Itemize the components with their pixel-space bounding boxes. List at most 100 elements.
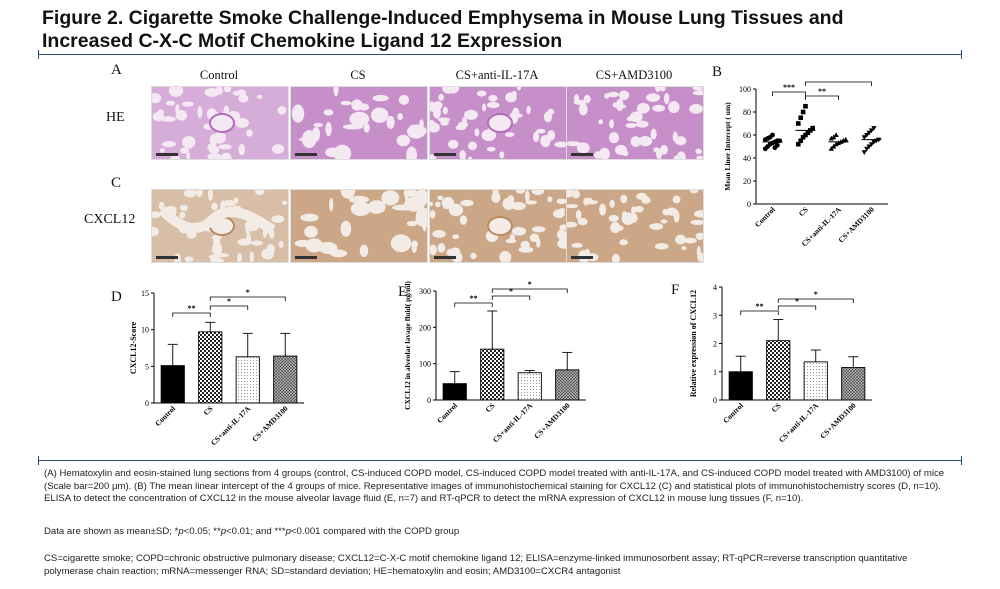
bar <box>555 369 580 401</box>
significance-bracket <box>491 288 568 293</box>
scale-bar <box>434 153 456 156</box>
caption-paragraph-1: (A) Hematoxylin and eosin-stained lung s… <box>44 468 945 504</box>
data-point <box>803 132 808 138</box>
x-category-label: Control <box>721 401 745 425</box>
bar <box>160 365 185 404</box>
x-category-label: Control <box>753 205 777 229</box>
significance-label: * <box>509 287 513 296</box>
caption-paragraph-2: Data are shown as mean±SD; *p<0.05; **p<… <box>44 526 460 537</box>
x-category-label: CS <box>797 205 810 218</box>
data-point <box>868 128 875 134</box>
micrograph-cxcl12-3 <box>429 189 567 263</box>
scale-bar <box>434 256 456 259</box>
row-label-he: HE <box>106 110 125 125</box>
y-tick-label: 5 <box>145 362 149 371</box>
column-header-anti-il17a: CS+anti-IL-17A <box>455 68 539 82</box>
significance-label: ** <box>818 87 826 96</box>
chart-e-alveolar-lavage-cxcl12: 0 100 200 300 CXCL12 in alveolar lavage flui… <box>403 280 586 445</box>
bar <box>841 367 866 401</box>
scale-bar <box>295 256 317 259</box>
x-category-label: CS <box>770 401 783 414</box>
x-category-label: CS+anti-IL-17A <box>209 404 253 448</box>
data-point <box>843 136 849 142</box>
data-point <box>833 132 839 137</box>
top-rule <box>38 50 962 59</box>
y-tick-label: 40 <box>743 154 751 163</box>
x-category-label: CS+anti-IL-17A <box>491 401 535 445</box>
significance-bracket <box>805 81 872 86</box>
significance-bracket <box>491 295 531 300</box>
chart-f-relative-expression: 0 1 2 3 4 Relative expression of CXCL12 Contro… <box>689 283 872 444</box>
x-category-label: CS+AMD3100 <box>818 401 858 441</box>
panel-label-e: E <box>398 284 408 300</box>
y-axis-label: Mean Liner Intercept ( um) <box>723 102 732 191</box>
bar <box>803 361 828 401</box>
y-axis-label: CXCL12-Score <box>129 321 138 374</box>
data-point <box>803 103 808 109</box>
significance-label: ** <box>470 294 478 303</box>
significance-bracket <box>777 305 817 310</box>
data-point <box>866 130 872 136</box>
caption-paragraph-3: CS=cigarette smoke; COPD=chronic obstruc… <box>44 553 908 577</box>
y-axis-label: Relative expression of CXCL12 <box>689 290 698 397</box>
bar <box>480 348 505 401</box>
data-point <box>864 133 870 138</box>
panel-label-b: B <box>712 64 723 80</box>
bar <box>442 383 467 401</box>
x-category-label: CS <box>484 401 497 414</box>
y-tick-label: 60 <box>743 131 751 140</box>
data-point <box>864 146 870 152</box>
y-tick-label: 0 <box>145 399 149 408</box>
micrograph-he-1 <box>151 86 289 160</box>
data-point <box>866 144 872 150</box>
y-tick-label: 200 <box>419 323 431 332</box>
x-category-label: CS+AMD3100 <box>836 205 876 245</box>
significance-bracket <box>209 296 286 301</box>
data-point <box>770 132 775 138</box>
column-header-amd3100: CS+AMD3100 <box>595 68 673 82</box>
data-point <box>777 138 783 144</box>
figure-title-line1: Figure 2. Cigarette Smoke Challenge-Indu… <box>42 7 844 29</box>
bar <box>273 355 298 404</box>
micrograph-cxcl12-2 <box>290 189 428 263</box>
data-point <box>774 142 780 148</box>
data-point <box>796 121 801 126</box>
row-label-cxcl12: CXCL12 <box>84 212 136 227</box>
x-category-label: CS+AMD3100 <box>532 401 572 441</box>
data-point <box>800 135 806 140</box>
y-tick-label: 1 <box>713 368 717 377</box>
y-tick-label: 100 <box>739 85 751 94</box>
data-point <box>800 109 806 115</box>
scale-bar <box>295 153 317 156</box>
chart-d-cxcl12-score: 0 5 10 15 CXCL12-Score Control CSCS+anti-IL-17… <box>129 288 304 448</box>
data-point <box>810 125 815 131</box>
significance-bracket <box>805 95 839 100</box>
data-point <box>861 135 867 141</box>
bar <box>235 356 260 404</box>
data-point <box>796 141 801 147</box>
y-tick-label: 3 <box>713 311 717 320</box>
panel-label-d: D <box>111 289 122 305</box>
y-tick-label: 2 <box>713 340 717 349</box>
significance-label: ** <box>756 302 764 311</box>
micrograph-he-4 <box>566 86 704 160</box>
column-header-control: Control <box>199 68 239 82</box>
bar <box>766 340 791 401</box>
data-point <box>798 115 803 121</box>
bar <box>728 371 753 401</box>
caption-rule <box>38 456 962 465</box>
y-tick-label: 20 <box>743 177 751 186</box>
scale-bar <box>571 153 593 156</box>
data-point <box>805 130 811 135</box>
significance-label: * <box>795 297 799 306</box>
bar <box>517 372 542 401</box>
significance-label: ** <box>188 304 196 313</box>
panel-label-c: C <box>111 175 122 191</box>
y-tick-label: 10 <box>141 326 149 335</box>
micrograph-he-3 <box>429 86 567 160</box>
micrograph-cxcl12-4 <box>566 189 704 263</box>
significance-label: ** <box>835 78 843 82</box>
micrograph-cxcl12-1 <box>151 189 289 263</box>
significance-bracket <box>777 298 854 303</box>
x-category-label: Control <box>153 404 177 428</box>
